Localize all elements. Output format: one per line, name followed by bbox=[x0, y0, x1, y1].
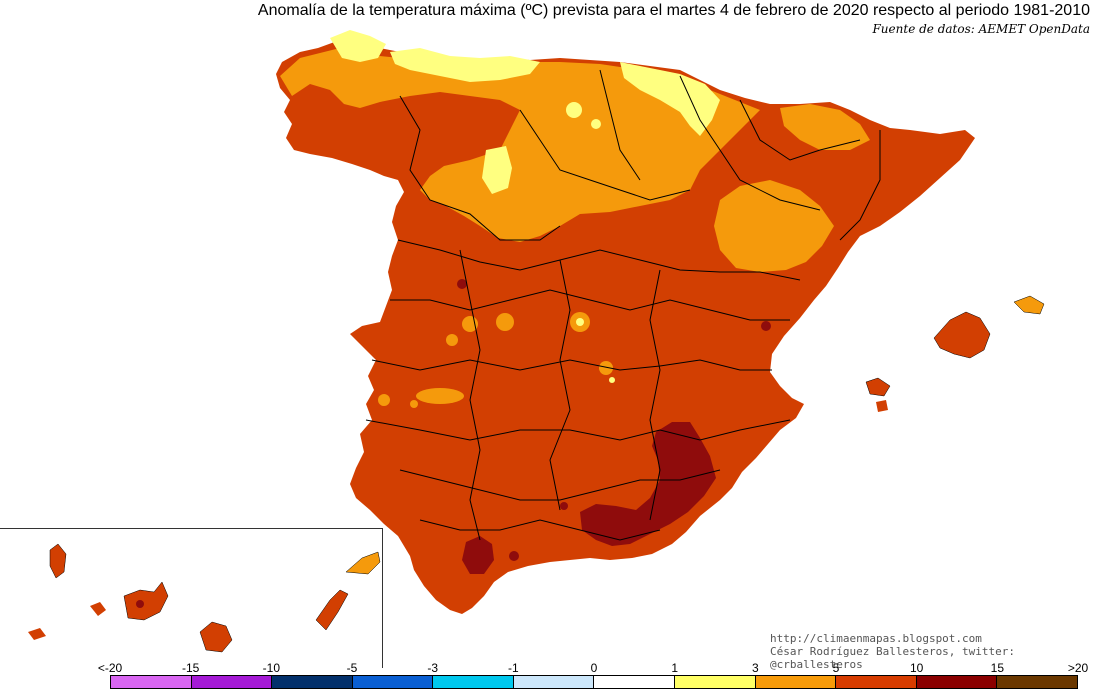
spot-3-5 bbox=[410, 400, 418, 408]
legend-swatch bbox=[272, 676, 353, 688]
legend-swatch bbox=[755, 676, 837, 688]
region-1-3-basque bbox=[620, 62, 720, 136]
legend-tick-label: 1 bbox=[671, 661, 678, 675]
legend-swatch bbox=[675, 676, 756, 688]
spot-1-3 bbox=[566, 102, 582, 118]
legend-tick-label: -5 bbox=[346, 661, 358, 675]
region-1-3-galicia-coast bbox=[330, 30, 386, 62]
canary-inset-frame bbox=[0, 528, 383, 668]
legend-tick-label: 0 bbox=[590, 661, 598, 675]
legend-swatch bbox=[997, 676, 1077, 688]
la-gomera bbox=[90, 602, 106, 616]
region-10-15-malaga bbox=[462, 536, 494, 574]
region-1-3-burgos bbox=[482, 146, 512, 194]
legend-tick-label: -10 bbox=[262, 661, 280, 675]
spot-10-15 bbox=[560, 502, 568, 510]
credits: http://climaenmapas.blogspot.com César R… bbox=[770, 632, 1098, 671]
legend-swatch bbox=[594, 676, 676, 688]
legend-swatch bbox=[111, 676, 192, 688]
spot-1-3 bbox=[576, 318, 584, 326]
legend-tick-label: -3 bbox=[427, 661, 438, 675]
la-palma bbox=[49, 543, 67, 579]
blog-url: http://climaenmapas.blogspot.com bbox=[770, 632, 982, 645]
gran-canaria bbox=[199, 621, 233, 653]
legend-swatch bbox=[836, 676, 917, 688]
legend-swatch bbox=[352, 676, 434, 688]
fuerteventura bbox=[315, 589, 349, 631]
spot-10-15 bbox=[136, 600, 144, 608]
ibiza bbox=[865, 377, 891, 397]
region-1-3-cantabria bbox=[390, 48, 540, 82]
menorca bbox=[1013, 295, 1045, 315]
data-source: Fuente de datos: AEMET OpenData bbox=[872, 22, 1090, 36]
region-3-5-ebro bbox=[714, 180, 834, 272]
lanzarote bbox=[345, 551, 381, 575]
spot-10-15 bbox=[509, 551, 519, 561]
legend-swatch bbox=[916, 676, 998, 688]
spot-10-15 bbox=[761, 321, 771, 331]
legend-swatch bbox=[433, 676, 514, 688]
legend-tick-label: 15 bbox=[990, 661, 1005, 675]
legend-swatch bbox=[513, 676, 595, 688]
tenerife bbox=[123, 581, 169, 621]
author-credit: César Rodríguez Ballesteros, twitter: @c… bbox=[770, 645, 1016, 671]
spot-1-3 bbox=[591, 119, 601, 129]
province-borders bbox=[365, 69, 881, 541]
spot-3-5 bbox=[416, 388, 464, 404]
legend-tick-label: >20 bbox=[1067, 661, 1089, 675]
spot-10-15 bbox=[457, 279, 467, 289]
region-3-5-pyrenees bbox=[780, 104, 870, 150]
legend-tick-label: <-20 bbox=[97, 661, 123, 675]
mallorca bbox=[933, 311, 991, 359]
spot-1-3 bbox=[609, 377, 615, 383]
spot-3-5 bbox=[446, 334, 458, 346]
el-hierro bbox=[28, 628, 46, 640]
spot-3-5 bbox=[599, 361, 613, 375]
legend-tick-label: 5 bbox=[832, 661, 840, 675]
legend-colorbar bbox=[110, 675, 1078, 689]
formentera bbox=[876, 400, 888, 412]
legend-tick-label: -15 bbox=[181, 661, 200, 675]
legend-tick-label: 10 bbox=[909, 661, 924, 675]
spot-3-5 bbox=[496, 313, 514, 331]
map-title: Anomalía de la temperatura máxima (ºC) p… bbox=[257, 2, 1090, 19]
legend-swatch bbox=[191, 676, 273, 688]
legend-tick-label: -1 bbox=[507, 661, 519, 675]
spot-3-5 bbox=[378, 394, 390, 406]
legend-tick-label: 3 bbox=[751, 661, 759, 675]
region-10-15-southeast bbox=[580, 422, 716, 546]
